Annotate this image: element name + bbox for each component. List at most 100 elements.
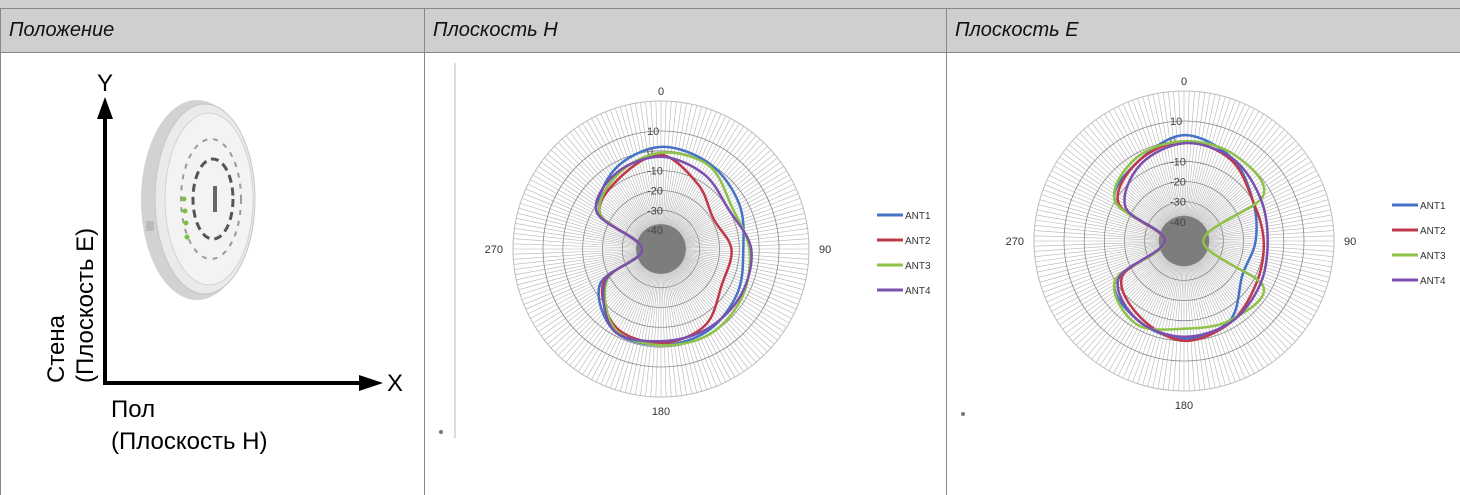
polar-spoke	[669, 115, 727, 233]
polar-spoke	[1034, 230, 1165, 240]
floor-label-line1: Пол	[111, 396, 155, 423]
polar-spoke	[670, 265, 736, 378]
polar-spoke	[1079, 132, 1171, 228]
polar-spoke	[668, 113, 722, 232]
radial-tick-label: -10	[1170, 156, 1186, 168]
polar-spoke	[605, 111, 655, 232]
polar-spoke	[1197, 254, 1289, 350]
polar-spoke	[1185, 260, 1200, 391]
polar-spoke	[521, 198, 644, 243]
polar-spoke	[520, 254, 644, 296]
polar-spoke	[1122, 103, 1177, 224]
polar-spoke	[1187, 259, 1211, 389]
polar-spoke	[1157, 259, 1181, 389]
polar-spoke	[1113, 108, 1176, 225]
polar-spoke	[1042, 247, 1167, 293]
polar-spoke	[1147, 95, 1180, 223]
polar-spoke	[535, 258, 646, 328]
polar-spoke	[591, 265, 653, 380]
polar-spoke	[1039, 199, 1166, 236]
polar-spoke	[1051, 170, 1168, 233]
polar-spoke	[538, 165, 646, 239]
polar-spoke	[673, 262, 761, 360]
polar-spoke	[517, 253, 643, 286]
polar-spoke	[1157, 93, 1181, 223]
radial-tick-label: -10	[647, 166, 663, 178]
polar-spoke	[544, 260, 647, 341]
series-line-ant2	[1116, 139, 1266, 343]
polar-spoke	[1038, 245, 1166, 278]
polar-spoke	[670, 264, 740, 375]
polar-spoke	[635, 103, 659, 231]
polar-spoke	[668, 266, 722, 385]
polar-spoke	[1036, 244, 1166, 268]
polar-spoke	[1200, 161, 1312, 232]
polar-spoke	[1152, 94, 1181, 223]
polar-spoke	[1041, 194, 1166, 236]
polar-spoke	[1190, 99, 1236, 224]
polar-spoke	[678, 254, 802, 296]
polar-spoke	[676, 258, 787, 328]
polar-spoke	[530, 179, 645, 241]
polar-spoke	[1162, 92, 1182, 223]
header-position: Положение	[0, 9, 425, 53]
polar-spoke	[1173, 91, 1183, 222]
polar-spoke	[1189, 259, 1231, 384]
polar-spoke	[1132, 99, 1178, 224]
polar-spoke	[650, 267, 660, 397]
polar-spoke	[676, 259, 784, 333]
polar-spoke	[1190, 258, 1241, 381]
polar-spoke	[1197, 132, 1289, 228]
polar-spoke	[1113, 257, 1176, 374]
polar-spoke	[645, 101, 660, 231]
polar-spoke	[624, 105, 657, 231]
polar-spoke	[1099, 256, 1174, 366]
polar-spoke	[1196, 125, 1281, 227]
polar-spoke	[675, 260, 778, 341]
polar-spoke	[1192, 257, 1255, 374]
polar-spoke	[1192, 108, 1255, 225]
angle-label: 90	[819, 244, 831, 256]
polar-spoke	[663, 103, 687, 231]
polar-spoke	[669, 265, 727, 383]
legend-label-ant1: ANT1	[1420, 201, 1446, 212]
radial-tick-label: 0	[647, 146, 653, 158]
polar-spoke	[1142, 96, 1179, 223]
polar-spoke	[1034, 242, 1165, 252]
polar-spoke	[1034, 225, 1165, 240]
polar-spoke	[1199, 156, 1309, 231]
polar-spoke	[557, 262, 649, 356]
polar-spoke	[655, 267, 661, 397]
polar-spoke	[1192, 106, 1251, 224]
polar-spoke	[640, 102, 659, 231]
polar-spoke	[1189, 96, 1226, 223]
y-axis-arrow-icon	[97, 97, 113, 119]
polar-spoke	[1147, 259, 1180, 387]
polar-spoke	[666, 108, 708, 232]
access-point-device-icon	[141, 100, 256, 300]
angle-label: 270	[1006, 236, 1024, 248]
polar-spoke	[1168, 91, 1183, 222]
polar-spoke	[629, 267, 658, 394]
polar-ring	[1144, 201, 1224, 281]
polar-spoke	[582, 264, 652, 375]
polar-spoke	[1196, 255, 1285, 353]
polar-spoke	[619, 267, 657, 392]
legend: ANT1 ANT2 ANT3 ANT4	[1392, 201, 1446, 287]
polar-spoke	[1034, 235, 1165, 241]
polar-spoke	[671, 264, 749, 369]
polar-spoke	[675, 153, 775, 238]
polar-spoke	[541, 259, 646, 337]
header-e-plane-label: Плоскость E	[955, 19, 1079, 41]
polar-spoke	[1188, 259, 1221, 387]
polar-spoke	[518, 207, 643, 245]
polar-spoke	[513, 233, 643, 248]
polar-spoke	[547, 153, 647, 238]
polar-spoke	[532, 174, 645, 240]
polar-spoke	[663, 267, 682, 396]
polar-spoke	[1142, 259, 1179, 386]
polar-ring	[621, 209, 701, 289]
polar-spoke	[619, 106, 657, 231]
polar-spoke	[663, 102, 682, 231]
